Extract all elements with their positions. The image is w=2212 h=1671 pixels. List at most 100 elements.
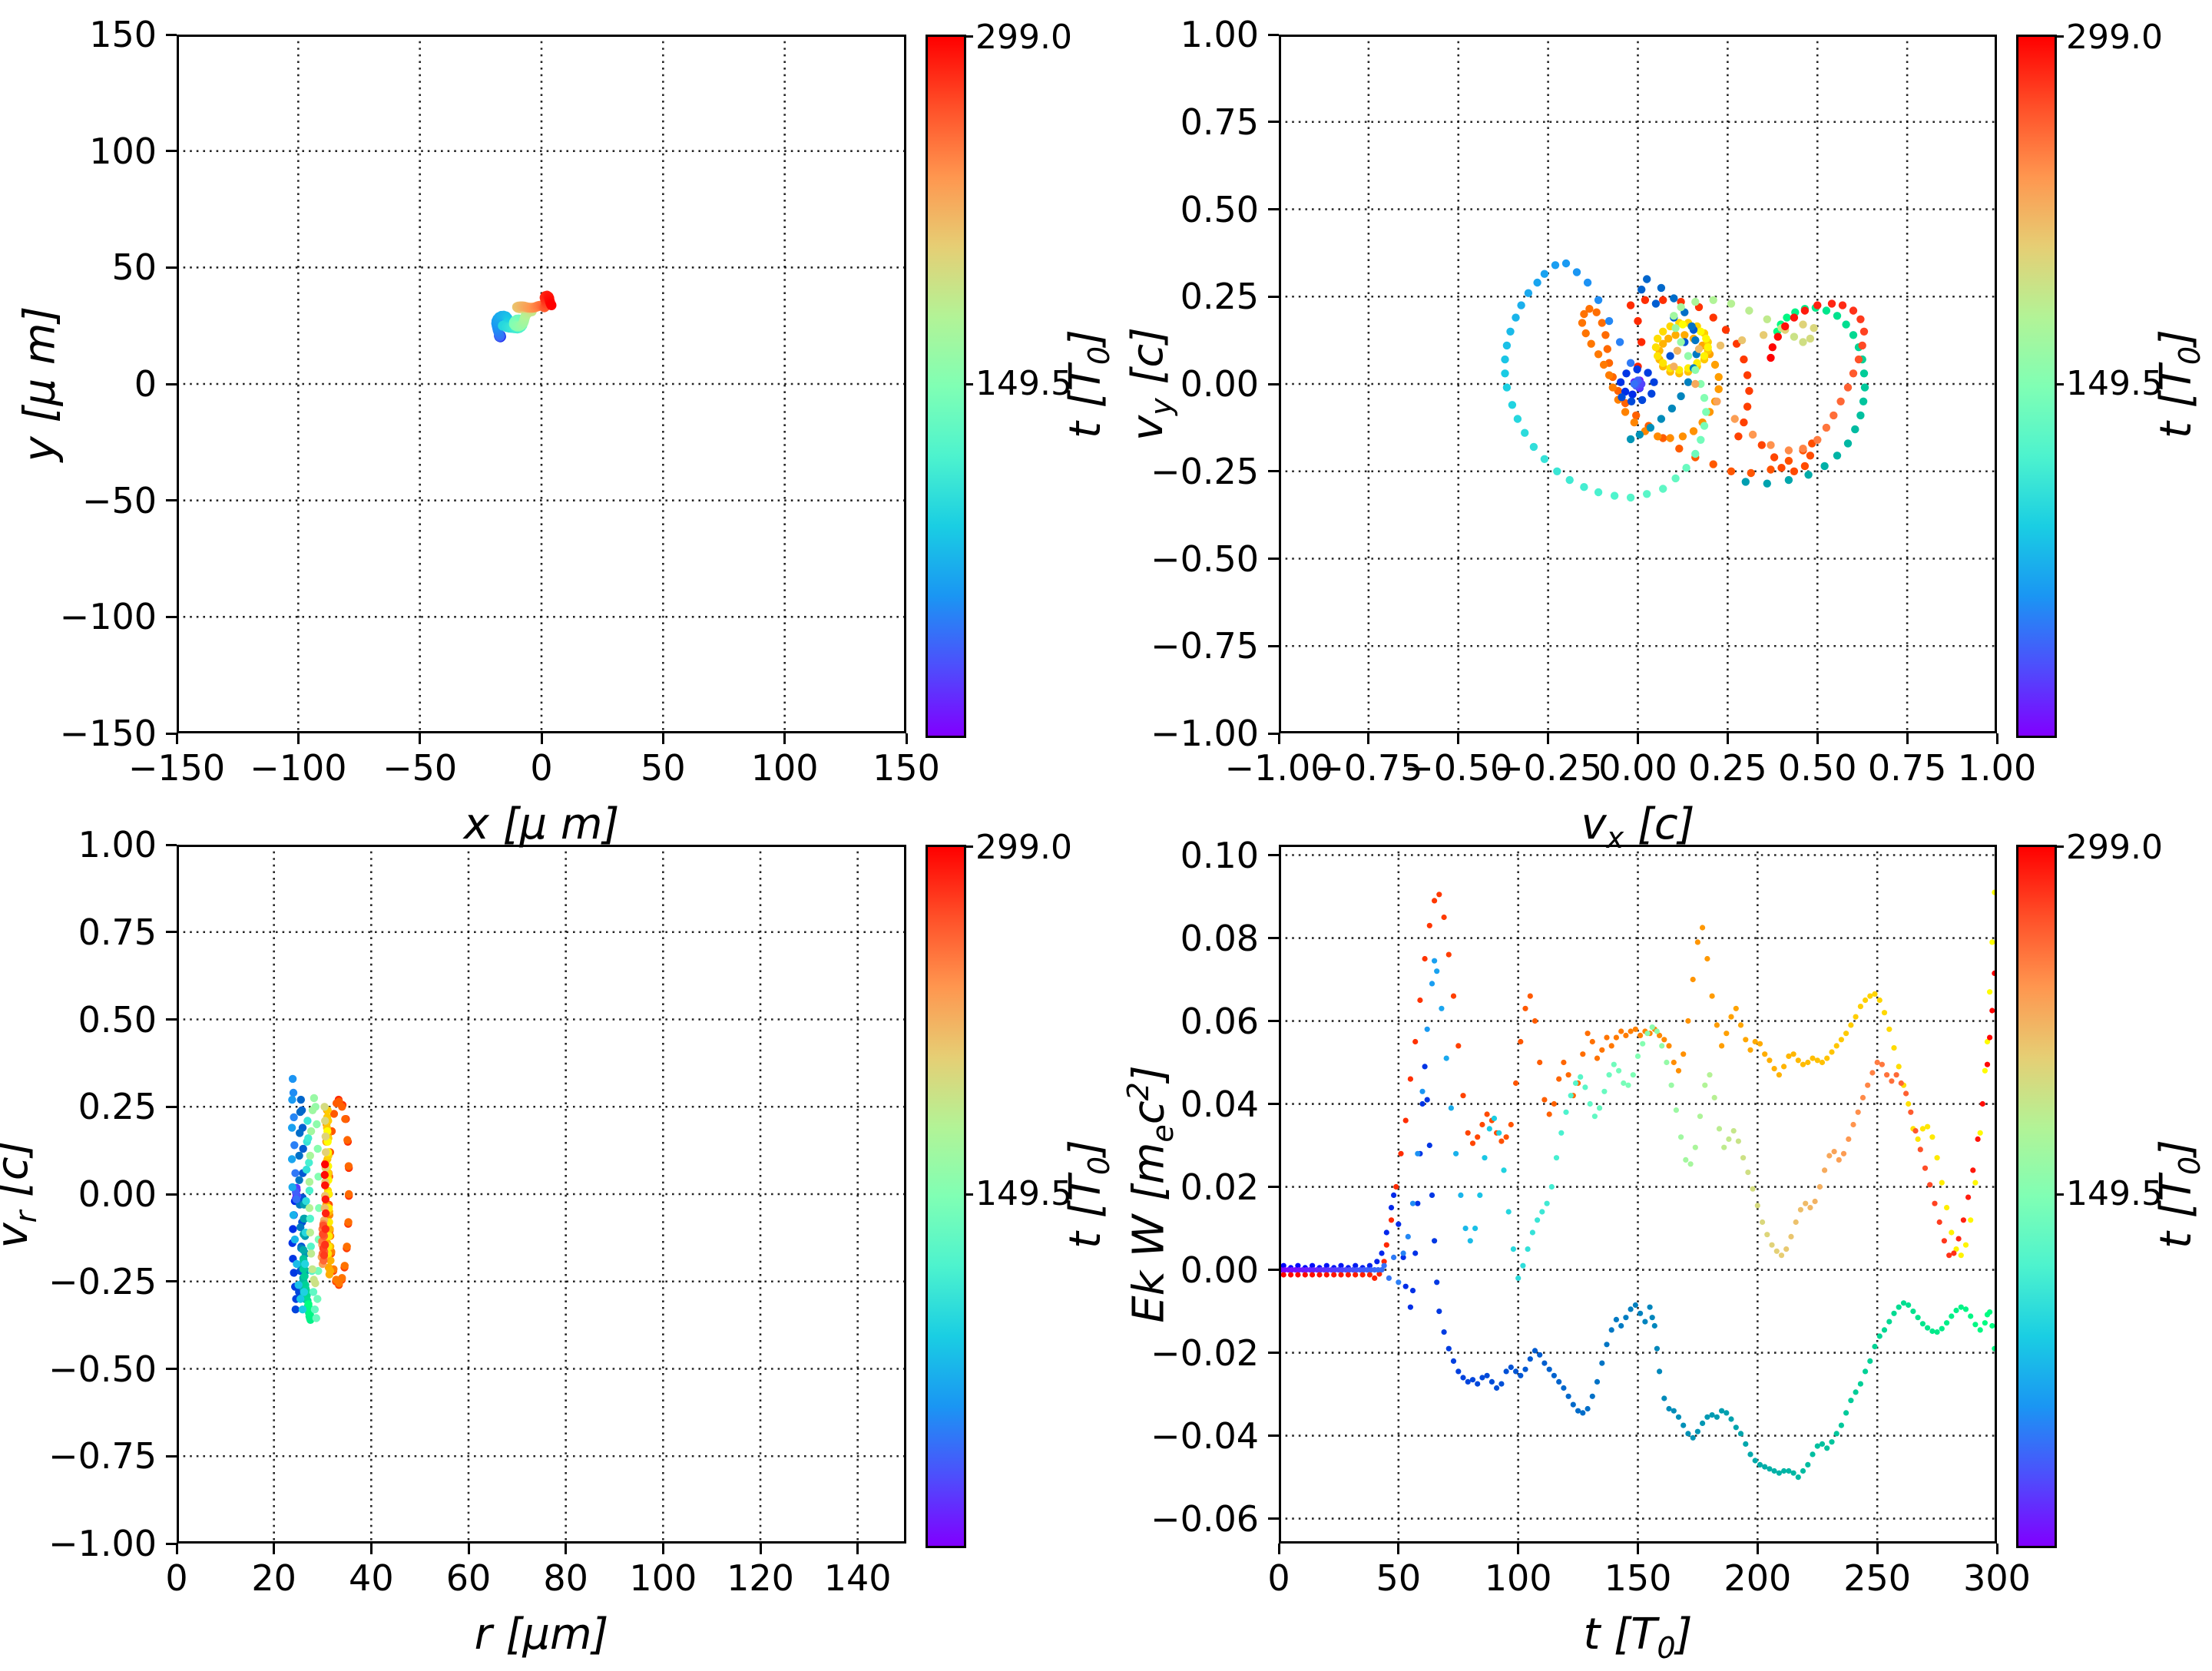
- x-tick-label: 150: [1604, 1557, 1672, 1599]
- y-tick-mark: [166, 1542, 177, 1545]
- y-tick-label: 0.25: [78, 1086, 157, 1128]
- x-tick-label: 100: [750, 747, 819, 789]
- x-tick-mark: [905, 733, 908, 744]
- y-tick-label: 0.00: [78, 1173, 157, 1215]
- y-tick-label: −150: [59, 713, 157, 754]
- y-tick-label: −0.04: [1151, 1415, 1259, 1457]
- y-tick-label: 0: [134, 363, 157, 405]
- colorbar-mid-tick-mark: [2055, 382, 2064, 385]
- x-tick-label: −1.00: [1224, 747, 1333, 789]
- x-tick-mark: [1637, 733, 1639, 744]
- y-tick-mark: [1268, 1517, 1279, 1520]
- x-tick-mark: [175, 733, 178, 744]
- y-tick-mark: [166, 1368, 177, 1370]
- colorbar-max-tick-mark: [2055, 845, 2064, 848]
- x-tick-label: 250: [1843, 1557, 1912, 1599]
- y-tick-label: 1.00: [1180, 14, 1259, 55]
- x-tick-label: 0.50: [1778, 747, 1857, 789]
- y-tick-mark: [1268, 1186, 1279, 1189]
- y-tick-mark: [1268, 558, 1279, 560]
- y-tick-mark: [1268, 1269, 1279, 1272]
- x-tick-mark: [1756, 1544, 1759, 1554]
- y-tick-label: 0.06: [1180, 1000, 1259, 1042]
- y-tick-mark: [1268, 121, 1279, 124]
- x-tick-label: 300: [1963, 1557, 2031, 1599]
- y-tick-mark: [1268, 1352, 1279, 1355]
- colorbar-mid-tick: 149.5: [2066, 1174, 2163, 1213]
- y-tick-label: −0.06: [1151, 1497, 1259, 1540]
- y-tick-mark: [166, 1454, 177, 1458]
- vxvy-plot-area: [1279, 35, 1997, 733]
- y-tick-label: 0.25: [1180, 276, 1259, 318]
- x-tick-label: 0: [530, 747, 553, 789]
- x-axis-label: vx [c]: [1581, 799, 1695, 855]
- x-tick-label: 0: [165, 1557, 188, 1599]
- y-tick-label: 0.50: [78, 998, 157, 1041]
- x-tick-mark: [1995, 733, 1998, 744]
- y-tick-mark: [166, 1018, 177, 1021]
- y-tick-mark: [166, 1105, 177, 1108]
- x-tick-label: −100: [250, 747, 347, 789]
- x-tick-label: 40: [349, 1557, 394, 1599]
- energy-plot-area: [1279, 845, 1997, 1544]
- x-axis-label: x [μ m]: [463, 799, 620, 849]
- y-tick-mark: [166, 499, 177, 502]
- y-tick-mark: [166, 843, 177, 846]
- colorbar: [926, 845, 966, 1548]
- x-tick-mark: [273, 1544, 276, 1554]
- y-tick-label: 150: [89, 14, 157, 55]
- y-tick-label: −0.75: [1151, 625, 1259, 667]
- plot-border: [177, 35, 906, 733]
- x-tick-mark: [1995, 1544, 1998, 1554]
- colorbar-mid-tick-mark: [964, 1193, 973, 1196]
- xy-plot-area: [177, 35, 906, 733]
- x-tick-label: 100: [1484, 1557, 1552, 1599]
- series-particle-rainbow: [1501, 259, 1869, 502]
- y-tick-label: −50: [81, 479, 157, 521]
- x-axis-label: t [T0]: [1583, 1610, 1693, 1666]
- x-tick-mark: [175, 1544, 178, 1554]
- x-tick-label: 50: [1376, 1557, 1422, 1599]
- x-tick-mark: [419, 733, 422, 744]
- x-tick-mark: [1726, 733, 1729, 744]
- x-tick-label: 0: [1267, 1557, 1290, 1599]
- y-tick-mark: [166, 732, 177, 735]
- x-tick-label: 1.00: [1957, 747, 2037, 789]
- plot-border: [1279, 845, 1997, 1544]
- x-tick-label: 120: [727, 1557, 794, 1599]
- colorbar-max-tick: 299.0: [975, 18, 1072, 57]
- x-tick-mark: [1637, 1544, 1639, 1554]
- series-particle-winter: [1280, 1064, 1997, 1481]
- colorbar-max-tick: 299.0: [2066, 18, 2163, 57]
- y-tick-mark: [1268, 1434, 1279, 1438]
- colorbar: [2016, 35, 2057, 738]
- series-particle-autumn: [1280, 889, 1997, 1281]
- y-tick-mark: [166, 1280, 177, 1283]
- y-tick-label: 0.02: [1180, 1166, 1259, 1208]
- colorbar-mid-tick: 149.5: [975, 1174, 1072, 1213]
- y-tick-mark: [1268, 854, 1279, 856]
- x-tick-mark: [1457, 733, 1460, 744]
- colorbar-label: t [T0]: [2151, 1140, 2207, 1249]
- x-tick-mark: [1277, 1544, 1280, 1554]
- colorbar: [2016, 845, 2057, 1548]
- y-tick-label: 0.04: [1180, 1083, 1259, 1125]
- y-tick-label: −0.02: [1151, 1332, 1259, 1374]
- x-axis-label: r [μm]: [474, 1610, 609, 1659]
- plot-border: [1279, 35, 1997, 733]
- y-tick-label: −1.00: [48, 1523, 157, 1564]
- y-tick-mark: [166, 931, 177, 934]
- y-tick-label: 0.10: [1180, 834, 1259, 876]
- x-tick-label: −0.75: [1314, 747, 1423, 789]
- colorbar-max-tick: 299.0: [2066, 828, 2163, 867]
- x-tick-mark: [296, 733, 300, 744]
- x-tick-label: 80: [543, 1557, 588, 1599]
- x-tick-mark: [759, 1544, 762, 1554]
- y-tick-mark: [166, 33, 177, 36]
- y-tick-label: 0.00: [1180, 1249, 1259, 1291]
- y-tick-label: 1.00: [78, 824, 157, 865]
- plot-border: [177, 845, 906, 1544]
- colorbar-max-tick-mark: [2055, 35, 2064, 38]
- y-tick-label: −100: [59, 596, 157, 638]
